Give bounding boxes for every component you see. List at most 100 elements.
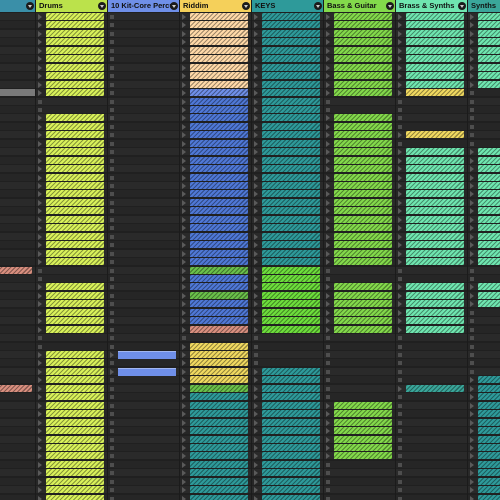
play-triangle-icon[interactable] [182, 216, 186, 223]
play-triangle-icon[interactable] [254, 56, 258, 63]
play-triangle-icon[interactable] [254, 444, 258, 451]
clip-slot[interactable] [396, 393, 467, 401]
play-triangle-icon[interactable] [470, 242, 474, 249]
clip-slot[interactable] [396, 418, 467, 426]
play-triangle-icon[interactable] [38, 90, 42, 97]
clip[interactable] [262, 410, 320, 418]
play-triangle-icon[interactable] [470, 157, 474, 164]
clip[interactable] [262, 207, 320, 215]
clip-slot[interactable] [396, 72, 467, 80]
play-triangle-icon[interactable] [182, 123, 186, 130]
clip-slot[interactable] [108, 258, 179, 266]
play-triangle-icon[interactable] [38, 225, 42, 232]
stop-square-icon[interactable] [110, 361, 114, 366]
clip-slot[interactable] [324, 224, 395, 232]
clip-slot[interactable] [324, 367, 395, 375]
clip-slot[interactable] [180, 232, 251, 240]
clip-slot[interactable] [396, 156, 467, 164]
clip[interactable] [262, 486, 320, 494]
clip-slot[interactable] [108, 418, 179, 426]
clip[interactable] [262, 435, 320, 443]
clip[interactable] [478, 477, 500, 485]
clip-slot[interactable] [0, 401, 35, 409]
play-triangle-icon[interactable] [326, 444, 330, 451]
play-triangle-icon[interactable] [254, 470, 258, 477]
play-triangle-icon[interactable] [182, 199, 186, 206]
play-triangle-icon[interactable] [254, 301, 258, 308]
play-triangle-icon[interactable] [326, 174, 330, 181]
stop-square-icon[interactable] [326, 462, 330, 467]
clip-slot[interactable] [468, 266, 500, 274]
clip-slot[interactable] [36, 384, 107, 392]
play-triangle-icon[interactable] [38, 64, 42, 71]
play-triangle-icon[interactable] [182, 419, 186, 426]
clip[interactable] [262, 384, 320, 392]
stop-square-icon[interactable] [110, 336, 114, 341]
play-triangle-icon[interactable] [254, 81, 258, 88]
clip[interactable] [262, 182, 320, 189]
clip-slot[interactable] [324, 384, 395, 392]
clip[interactable] [190, 165, 248, 173]
clip[interactable] [262, 469, 320, 477]
stop-square-icon[interactable] [38, 276, 42, 281]
clip-slot[interactable] [180, 131, 251, 139]
play-triangle-icon[interactable] [254, 225, 258, 232]
clip-slot[interactable] [36, 266, 107, 274]
clip-slot[interactable] [468, 224, 500, 232]
clip[interactable] [478, 486, 500, 494]
clip-slot[interactable] [396, 469, 467, 477]
clip-slot[interactable] [324, 139, 395, 147]
clip-slot[interactable] [0, 317, 35, 325]
clip[interactable] [262, 173, 320, 181]
clip-slot[interactable] [324, 376, 395, 384]
play-triangle-icon[interactable] [470, 453, 474, 460]
clip[interactable] [406, 384, 464, 392]
stop-square-icon[interactable] [470, 327, 474, 332]
play-triangle-icon[interactable] [182, 166, 186, 173]
clip[interactable] [46, 384, 104, 392]
clip[interactable] [46, 351, 104, 358]
play-triangle-icon[interactable] [38, 292, 42, 299]
track-header[interactable]: 10 Kit-Core Percu [108, 0, 179, 12]
play-triangle-icon[interactable] [470, 402, 474, 409]
play-triangle-icon[interactable] [326, 132, 330, 139]
clip-slot[interactable] [0, 55, 35, 63]
clip[interactable] [190, 300, 248, 308]
play-triangle-icon[interactable] [398, 259, 402, 266]
clip-slot[interactable] [0, 232, 35, 240]
clip[interactable] [406, 46, 464, 54]
clip[interactable] [334, 443, 392, 451]
clip[interactable] [262, 401, 320, 409]
play-triangle-icon[interactable] [470, 250, 474, 257]
clip[interactable] [406, 55, 464, 63]
clip-slot[interactable] [252, 443, 323, 451]
stop-square-icon[interactable] [110, 234, 114, 239]
clip-slot[interactable] [180, 477, 251, 485]
clip[interactable] [262, 224, 320, 232]
clip-slot[interactable] [0, 359, 35, 367]
clip-slot[interactable] [108, 165, 179, 173]
clip[interactable] [262, 325, 320, 333]
clip-slot[interactable] [0, 114, 35, 122]
clip-slot[interactable] [108, 80, 179, 88]
clip[interactable] [334, 114, 392, 122]
clip-slot[interactable] [252, 156, 323, 164]
stop-square-icon[interactable] [110, 65, 114, 70]
clip-slot[interactable] [396, 460, 467, 468]
play-triangle-icon[interactable] [326, 149, 330, 156]
clip-slot[interactable] [108, 283, 179, 291]
clip-slot[interactable] [108, 182, 179, 189]
clip[interactable] [190, 131, 248, 139]
clip[interactable] [262, 308, 320, 316]
stop-square-icon[interactable] [398, 437, 402, 442]
clip[interactable] [46, 148, 104, 156]
clip[interactable] [190, 198, 248, 206]
clip[interactable] [262, 452, 320, 460]
clip[interactable] [406, 156, 464, 164]
clip[interactable] [478, 215, 500, 223]
track-header[interactable]: Bass & Guitar [324, 0, 395, 12]
play-triangle-icon[interactable] [470, 174, 474, 181]
play-triangle-icon[interactable] [254, 183, 258, 189]
clip-slot[interactable] [468, 351, 500, 358]
stop-square-icon[interactable] [326, 378, 330, 383]
